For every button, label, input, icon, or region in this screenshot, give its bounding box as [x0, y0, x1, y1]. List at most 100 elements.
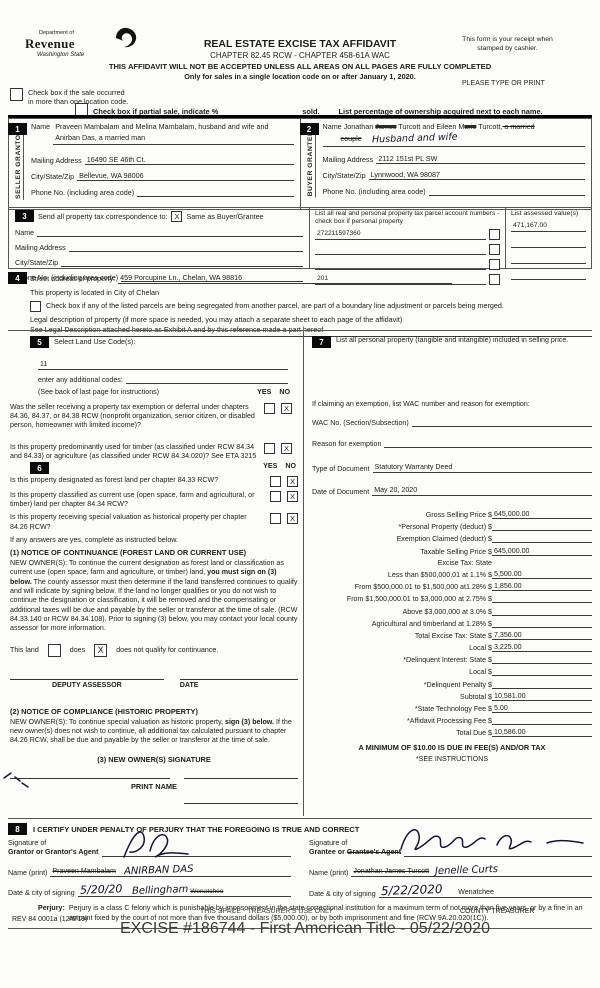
- s3-mailing-field[interactable]: [68, 242, 303, 252]
- s6-q1-yes-checkbox[interactable]: [270, 476, 281, 487]
- taxable-price-field[interactable]: 645,000.00: [492, 547, 592, 556]
- s5-q2-no-checkbox[interactable]: X: [281, 442, 292, 454]
- exemption-deduct-field[interactable]: [492, 534, 592, 544]
- buyer-name-field[interactable]: Name Jonathan James Turcott and Eileen M…: [322, 122, 585, 148]
- delinquent-interest-state-field[interactable]: [492, 655, 592, 665]
- s5-q1-yes-checkbox[interactable]: [264, 403, 275, 414]
- s6-yes-header: YES: [263, 462, 278, 470]
- delinquent-interest-local-field[interactable]: [492, 667, 592, 677]
- same-as-buyer-label: Same as Buyer/Grantee: [186, 211, 264, 221]
- personal-deduct-field[interactable]: [492, 522, 592, 532]
- section4: 4 Street address of property: 459 Porcup…: [8, 272, 592, 338]
- seller-mailing-label: Mailing Address: [31, 155, 82, 165]
- section4-number: 4: [8, 272, 27, 284]
- subtotal-field[interactable]: 10,581.00: [492, 692, 592, 701]
- same-as-buyer-checkbox[interactable]: X: [171, 210, 183, 222]
- s6-q1-no-mark: X: [289, 477, 295, 486]
- partial-sale-label: Check box if partial sale, indicate %: [93, 107, 219, 116]
- new-owner-signature-line-1b[interactable]: [183, 777, 298, 779]
- total-excise-local-field[interactable]: 3,225.00: [492, 643, 592, 653]
- s6-q3-no-checkbox[interactable]: X: [287, 513, 298, 525]
- grantor-signature-line[interactable]: [101, 847, 291, 858]
- personal-property-blank[interactable]: [312, 348, 592, 400]
- s6-q2-yes-checkbox[interactable]: [270, 491, 281, 502]
- seller-city-field[interactable]: Bellevue, WA 98006: [77, 171, 294, 181]
- print-name-line[interactable]: [183, 802, 298, 804]
- doc-type-field[interactable]: Statutory Warranty Deed: [372, 463, 592, 473]
- s6-q3-yes-checkbox[interactable]: [270, 513, 281, 525]
- exemption-intro: If claiming an exemption, list WAC numbe…: [312, 400, 530, 408]
- land-does-checkbox[interactable]: [47, 643, 61, 657]
- wac-field[interactable]: [411, 417, 592, 427]
- parcel-field-2[interactable]: [315, 245, 486, 256]
- seller-phone-field[interactable]: [137, 187, 294, 197]
- buyer-name-p2: Turcott and Eileen M: [396, 122, 465, 131]
- land-does-not-checkbox[interactable]: X: [94, 643, 108, 657]
- section1-number: 1: [8, 123, 27, 135]
- grantee-signature-line[interactable]: [404, 847, 592, 858]
- new-owner-signature-line-1[interactable]: [10, 777, 170, 779]
- assessed-field-2[interactable]: [511, 238, 586, 248]
- parcel-field-1[interactable]: 272211597360: [315, 230, 486, 241]
- s6-q1-no-checkbox[interactable]: X: [287, 476, 298, 487]
- gross-price-field[interactable]: 645,000.00: [492, 510, 592, 519]
- s3-phone-field[interactable]: [121, 272, 303, 282]
- reason-field[interactable]: [384, 438, 592, 448]
- s5-q1-no-mark: X: [283, 404, 289, 413]
- s5-q2-yes-checkbox[interactable]: [264, 442, 275, 454]
- land-use-code-field[interactable]: 11: [38, 360, 288, 370]
- assessed-field-1[interactable]: 471,167.00: [511, 222, 586, 232]
- multi-location-checkbox[interactable]: [10, 88, 23, 101]
- tax-row-label: Above $3,000,000 at 3.0% $: [402, 607, 492, 616]
- buyer-phone-field[interactable]: [428, 186, 585, 197]
- section2-number: 2: [299, 123, 319, 135]
- assessor-date-line[interactable]: DATE: [179, 678, 298, 689]
- agricultural-field[interactable]: [492, 619, 592, 628]
- assessed-field-3[interactable]: [511, 254, 586, 264]
- tech-fee-value: 5.00: [494, 704, 508, 712]
- grantor-date-field[interactable]: 5/20/20 Bellingham Wenatchee: [77, 883, 291, 898]
- s3-city-field[interactable]: [61, 257, 303, 267]
- parcel-1-personal-checkbox[interactable]: [489, 229, 500, 241]
- additional-codes-field[interactable]: [125, 374, 288, 384]
- doc-date-field[interactable]: May 20, 2020: [372, 486, 592, 496]
- seller-mailing-field[interactable]: 16490 SE 46th Ct.: [84, 155, 294, 165]
- s6-no-header: NO: [285, 462, 296, 470]
- s3-name-label: Name: [15, 228, 35, 237]
- buyer-mailing-field[interactable]: 2112 151st PL SW: [376, 154, 585, 165]
- parcel-field-4[interactable]: 201: [315, 275, 486, 286]
- delinquent-penalty-field[interactable]: [492, 680, 592, 689]
- column-divider: [303, 332, 304, 816]
- deputy-assessor-line[interactable]: DEPUTY ASSESSOR: [10, 678, 164, 689]
- total-due-field[interactable]: 10,586.00: [492, 728, 592, 738]
- assessed-field-4[interactable]: [511, 270, 586, 280]
- street-address-field[interactable]: 459 Porcupine Ln., Chelan, WA 98816: [118, 273, 453, 284]
- form-rev-number: REV 84 0001a (12/6/19): [12, 916, 88, 923]
- parcel-3-personal-checkbox[interactable]: [489, 259, 500, 271]
- total-due-value: 10,586.00: [494, 728, 526, 737]
- segregated-checkbox[interactable]: [30, 300, 41, 312]
- grantee-date-field[interactable]: 5/22/2020 Wenatchee: [378, 882, 592, 899]
- tech-fee-field[interactable]: 5.00: [492, 704, 592, 713]
- grantee-name-field[interactable]: Jonathan James Turcott Jenelle Curts: [351, 864, 592, 878]
- s3-name-field[interactable]: [37, 227, 303, 237]
- total-excise-state-field[interactable]: 7,356.00: [492, 631, 592, 640]
- buyer-city-field[interactable]: Lynnwood, WA 98087: [368, 170, 585, 181]
- notice2-bold: sign (3) below.: [225, 717, 275, 726]
- grantor-signing-block: Signature of Grantor or Grantor's Agent N…: [8, 831, 291, 898]
- tier1-field[interactable]: 5,500.00: [492, 570, 592, 579]
- parcel-field-3[interactable]: [315, 260, 486, 271]
- processing-fee-field[interactable]: [492, 716, 592, 726]
- grantor-name-field[interactable]: Praveen Mambalam ANIRBAN DAS: [50, 864, 291, 878]
- tier3-field[interactable]: [492, 594, 592, 604]
- tier2-field[interactable]: 1,856.00: [492, 582, 592, 592]
- type-or-print-note: PLEASE TYPE OR PRINT: [462, 80, 545, 87]
- s6-q2-no-checkbox[interactable]: X: [287, 491, 298, 502]
- parcel-4-personal-checkbox[interactable]: [489, 274, 500, 286]
- tier4-field[interactable]: [492, 607, 592, 616]
- s5-q1-no-checkbox[interactable]: X: [281, 403, 292, 414]
- s3-mailing-label: Mailing Address: [15, 243, 66, 252]
- assessor-date-label: DATE: [179, 680, 199, 689]
- parcel-2-personal-checkbox[interactable]: [489, 244, 500, 256]
- seller-name-field[interactable]: Praveen Mambalam and Melina Mambalam, hu…: [53, 122, 294, 145]
